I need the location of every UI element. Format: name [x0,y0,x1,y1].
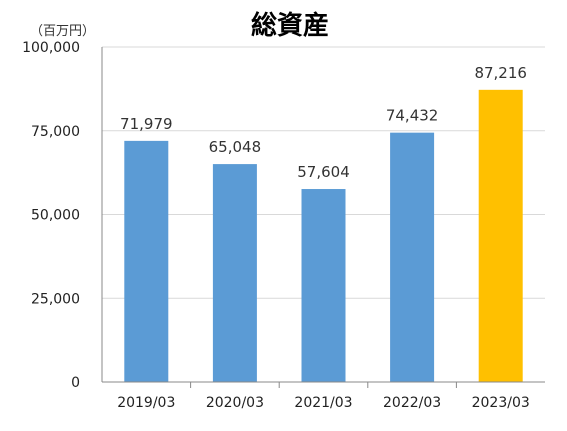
x-tick-label: 2020/03 [206,395,264,411]
bar-value-label: 57,604 [297,163,350,181]
x-tick-label: 2021/03 [294,395,352,411]
bar [478,89,523,382]
y-tick-label: 25,000 [31,291,80,307]
x-tick-label: 2023/03 [472,395,530,411]
bar-value-label: 65,048 [209,138,262,156]
bars [124,89,523,382]
y-tick-label: 75,000 [31,124,80,140]
bar [301,189,346,382]
bar [212,164,257,382]
bar [390,132,435,382]
y-axis-ticks: 0 25,000 50,000 75,000 100,000 [22,40,80,391]
data-labels: 71,979 65,048 57,604 74,432 87,216 [120,64,527,181]
bar-value-label: 74,432 [386,107,439,125]
chart-title: 総資産 [251,10,329,41]
bar-value-label: 87,216 [474,64,527,82]
unit-label: （百万円） [30,24,95,39]
y-tick-label: 100,000 [22,40,80,56]
bar-value-label: 71,979 [120,115,173,133]
x-axis-ticks: 2019/03 2020/03 2021/03 2022/03 2023/03 [117,382,530,411]
x-tick-label: 2019/03 [117,395,175,411]
y-tick-label: 0 [71,375,80,391]
x-tick-label: 2022/03 [383,395,441,411]
y-tick-label: 50,000 [31,208,80,224]
bar [124,140,169,382]
